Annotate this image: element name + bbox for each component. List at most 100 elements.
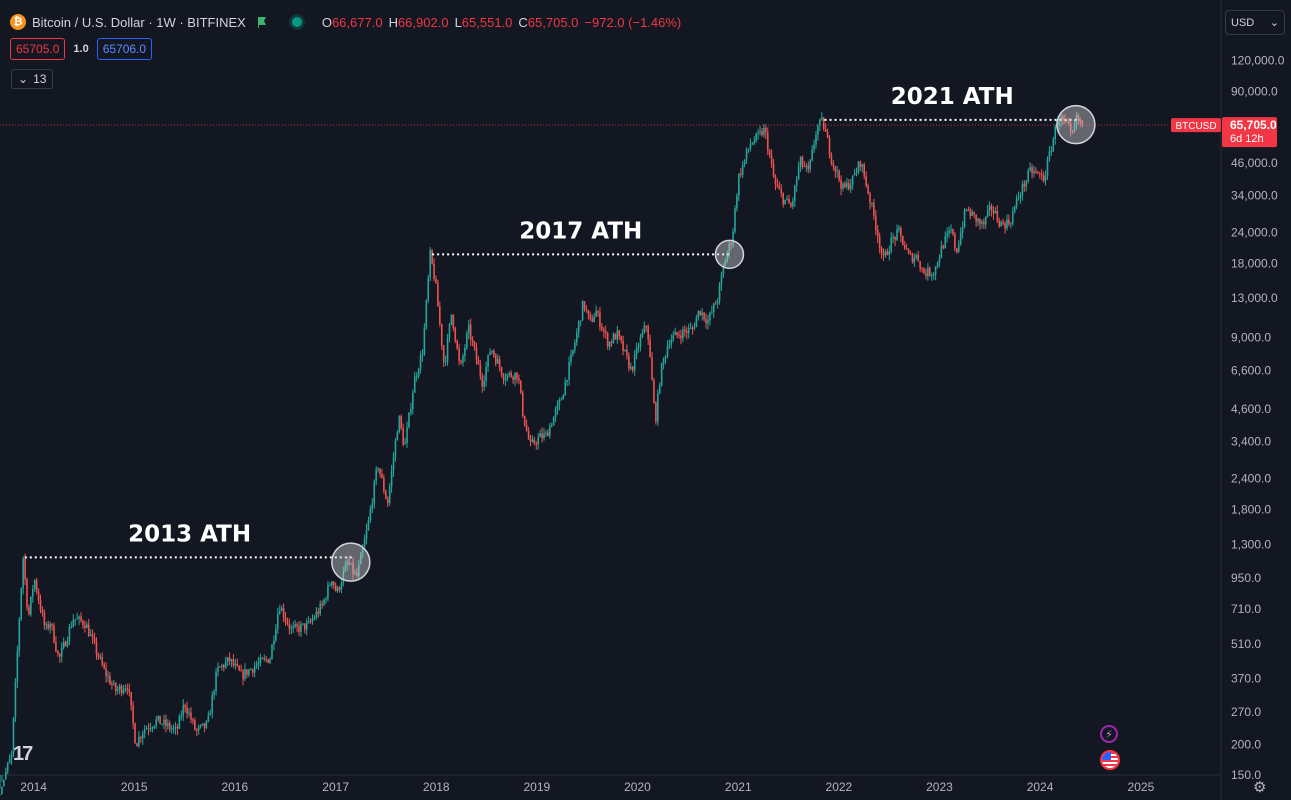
candle-body [797,166,800,180]
candle-body [786,198,788,200]
tradingview-logo-icon[interactable]: 17 [13,743,33,765]
y-tick-label: 200.0 [1231,737,1261,751]
candle-body [392,457,395,471]
candle-body [988,205,991,211]
candle-body [0,794,1,796]
candle-body [842,183,844,189]
symbol-title[interactable]: Bitcoin / U.S. Dollar · 1W · BITFINEX [32,14,246,30]
buy-button[interactable]: 65706.0 [96,38,153,60]
candle-body [388,486,391,503]
candle-body [863,164,866,177]
candle-body [78,616,80,619]
candle-body [579,320,582,322]
trade-panel: 65705.0 1.0 65706.0 [10,38,153,60]
candle-body [280,608,283,611]
candle-body [386,498,389,503]
candle-body [446,337,449,362]
candle-body [369,508,372,521]
candle-body [535,443,538,445]
candle-body [577,321,580,333]
candle-body [51,623,53,626]
candle-body [271,644,273,660]
candle-body [660,363,663,386]
candle-body [342,571,345,584]
candle-body [251,669,254,673]
x-tick-label: 2023 [926,780,953,794]
market-status-icon[interactable] [291,17,302,27]
candle-body [76,618,78,620]
candle-body [402,428,404,445]
indicators-toggle[interactable]: ⌄ 13 [11,69,54,89]
candle-body [323,599,325,605]
candle-body [62,642,65,648]
candle-body [410,408,412,413]
candle-body [741,164,744,175]
candle-body [1081,120,1084,125]
candle-body [618,330,621,337]
bitcoin-icon[interactable]: ₿ [10,14,26,30]
candle-body [1035,171,1037,173]
candle-body [74,619,77,621]
candle-body [900,227,902,236]
currency-select[interactable]: USD ⌄ [1225,10,1285,35]
candle-body [917,254,920,262]
candle-body [774,176,777,185]
sell-button[interactable]: 65705.0 [10,38,66,60]
x-tick-label: 2014 [20,780,47,794]
candle-body [188,712,190,714]
flag-icon[interactable] [256,16,268,28]
candle-body [500,367,503,375]
candle-body [782,193,785,204]
candle-body [712,303,715,312]
candle-body [763,127,765,136]
y-tick-label: 2,400.0 [1231,472,1271,486]
candle-body [120,685,123,693]
candle-body [1029,167,1031,171]
us-flag-icon[interactable] [1100,750,1120,770]
candle-body [346,561,349,565]
candle-body [276,613,279,629]
candle-body [493,350,495,356]
candle-body [45,624,48,626]
candle-body [153,725,156,728]
settings-gear-icon[interactable]: ⚙ [1253,779,1267,796]
y-tick-label: 270.0 [1231,705,1261,719]
candle-body [757,132,759,134]
candle-body [145,728,148,730]
candle-body [523,415,526,426]
candle-body [695,317,698,328]
candle-body [352,563,354,574]
candle-body [795,179,798,186]
candle-body [915,254,918,258]
lightning-icon[interactable]: ⚡ [1100,725,1118,743]
candle-body [97,654,100,658]
candle-body [33,580,36,590]
candle-body [888,251,891,255]
candle-body [514,372,516,380]
candle-body [4,771,7,780]
candle-body [610,341,613,344]
candle-body [554,409,557,417]
candle-body [161,724,163,726]
candle-body [662,358,665,364]
candle-body [6,763,9,772]
candle-body [373,481,376,504]
candle-body [666,346,669,357]
ohlc-key: L [454,14,462,30]
y-tick-label: 510.0 [1231,637,1261,651]
candle-body [240,670,242,672]
candle-body [952,229,954,235]
candle-body [479,364,482,377]
candle-body [226,657,229,662]
order-quantity[interactable]: 1.0 [73,43,89,55]
candle-body [471,339,474,343]
candle-body [134,723,136,744]
candle-body [377,468,379,470]
candle-body [527,430,530,440]
ohlc-key: O [321,14,332,30]
candle-body [1027,170,1029,182]
candle-body [616,330,619,340]
candle-body [516,372,518,379]
candle-body [103,664,105,669]
